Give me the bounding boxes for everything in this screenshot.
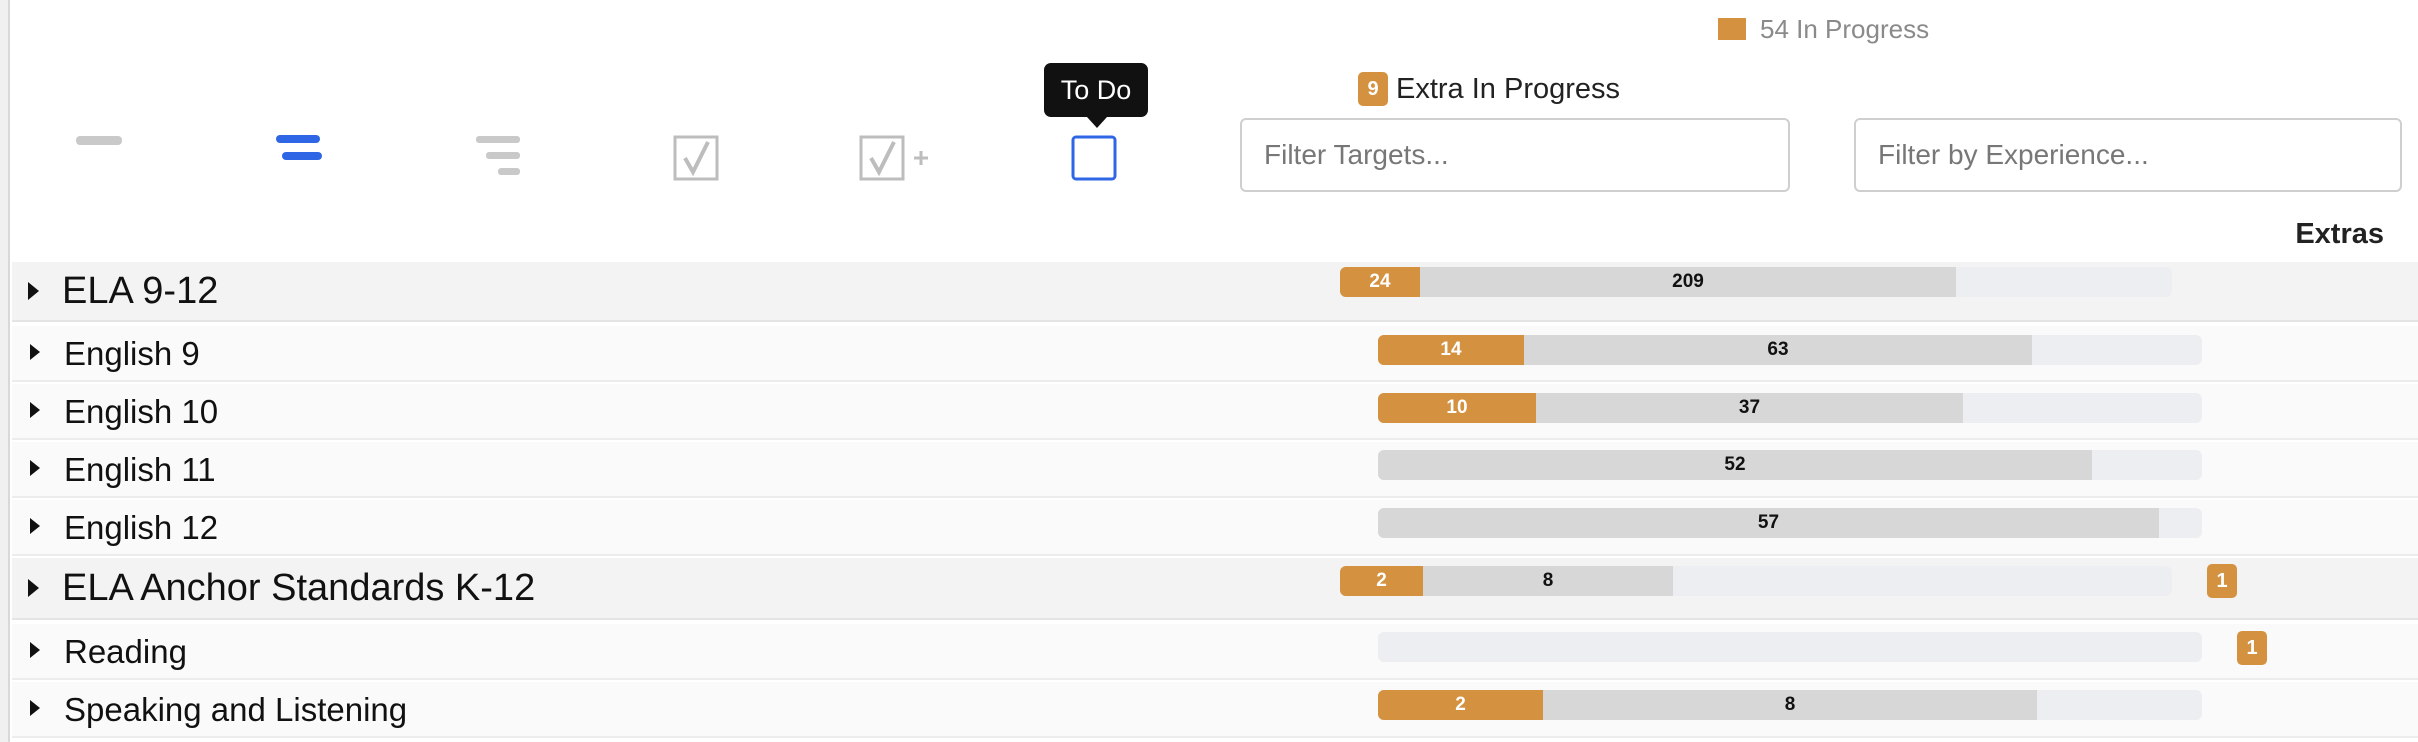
progress-bar: 209 24 [1340, 267, 2172, 297]
extras-badge: 1 [2237, 631, 2267, 665]
caret-right-icon[interactable] [30, 344, 40, 360]
progress-bar [1378, 632, 2202, 662]
completed-count: 8 [1542, 570, 1554, 591]
completed-segment: 209 [1340, 267, 1956, 297]
progress-bar: 63 14 [1378, 335, 2202, 365]
todo-square-icon[interactable] [1070, 134, 1118, 182]
progress-bar: 57 [1378, 508, 2202, 538]
row-label: English 10 [64, 393, 219, 430]
completed-count: 57 [1757, 512, 1780, 533]
legend: 54 In Progress [1718, 13, 1930, 44]
check-plus-icon[interactable] [858, 134, 932, 184]
completed-count: 37 [1738, 397, 1761, 418]
in-progress-segment: 2 [1378, 690, 1543, 720]
in-progress-segment: 24 [1340, 267, 1420, 297]
todo-tooltip: To Do [1044, 63, 1148, 128]
expand-all-icon[interactable] [474, 134, 526, 182]
extras-column-header: Extras [2295, 218, 2384, 250]
completed-count: 8 [1784, 694, 1796, 715]
extra-in-progress-summary: 9 Extra In Progress [1358, 70, 1620, 108]
left-border [0, 0, 10, 742]
table-row[interactable]: English 11 [12, 442, 2418, 498]
completed-count: 209 [1672, 271, 1704, 292]
progress-bar: 37 10 [1378, 393, 2202, 423]
row-label: English 11 [64, 451, 216, 488]
caret-right-icon[interactable] [30, 700, 40, 716]
in-progress-swatch [1718, 18, 1746, 40]
caret-right-icon[interactable] [28, 282, 39, 300]
check-icon[interactable] [672, 134, 722, 184]
caret-right-icon[interactable] [30, 460, 40, 476]
caret-right-icon[interactable] [30, 518, 40, 534]
extras-badge: 1 [2207, 564, 2237, 598]
in-progress-segment: 10 [1378, 393, 1536, 423]
caret-right-icon[interactable] [28, 579, 39, 597]
row-label: English 12 [64, 509, 219, 546]
extra-in-progress-label: Extra In Progress [1396, 72, 1621, 105]
completed-count: 52 [1724, 454, 1746, 475]
completed-segment: 57 [1378, 508, 2159, 538]
collapse-level-2-icon[interactable] [274, 132, 326, 166]
row-label: English 9 [64, 335, 200, 372]
row-label: Reading [64, 633, 187, 670]
legend-in-progress-label: 54 In Progress [1760, 13, 1930, 44]
tooltip-text: To Do [1060, 74, 1132, 105]
progress-bar: 52 [1378, 450, 2202, 480]
caret-right-icon[interactable] [30, 642, 40, 658]
extra-count-badge: 9 [1358, 72, 1388, 106]
filter-targets-input[interactable] [1240, 118, 1790, 192]
row-label: ELA Anchor Standards K-12 [62, 567, 536, 609]
caret-right-icon[interactable] [30, 402, 40, 418]
filter-experience-input[interactable] [1854, 118, 2402, 192]
collapse-level-1-icon[interactable] [74, 134, 124, 148]
in-progress-segment: 2 [1340, 566, 1423, 596]
completed-count: 63 [1767, 339, 1789, 360]
row-label: ELA 9-12 [62, 270, 219, 312]
row-label: Speaking and Listening [64, 691, 408, 728]
completed-segment: 52 [1378, 450, 2092, 480]
in-progress-segment: 14 [1378, 335, 1524, 365]
